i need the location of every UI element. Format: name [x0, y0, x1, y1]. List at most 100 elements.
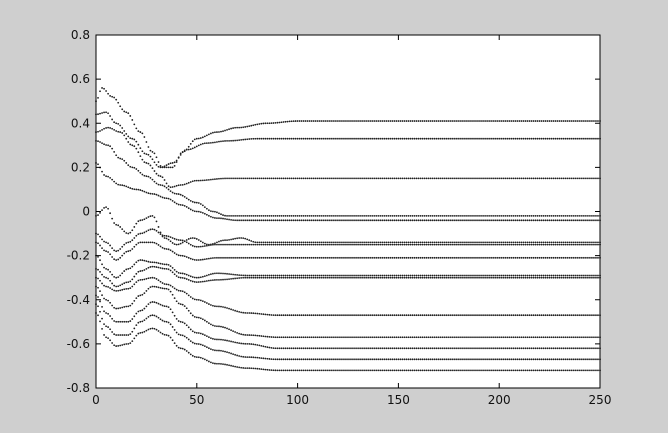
data-point [558, 177, 561, 180]
data-point [591, 219, 593, 222]
data-point [264, 276, 267, 279]
data-point [306, 276, 309, 279]
data-point [224, 243, 226, 246]
data-point [490, 120, 493, 122]
data-point [294, 241, 297, 244]
data-point [191, 140, 194, 143]
data-point [560, 369, 563, 372]
data-point [389, 137, 392, 140]
data-point [407, 241, 410, 244]
data-point [435, 358, 438, 361]
data-point [572, 347, 575, 350]
data-point [508, 120, 511, 122]
data-point [353, 177, 355, 180]
data-point [494, 137, 497, 140]
data-point [252, 343, 255, 346]
data-point [318, 137, 321, 140]
data-point [403, 215, 406, 217]
data-point [417, 241, 420, 244]
data-point [589, 137, 591, 140]
data-point [468, 241, 470, 244]
data-point [401, 314, 404, 317]
data-point [449, 120, 452, 122]
data-point [595, 369, 597, 372]
data-point [435, 243, 438, 246]
data-point [502, 177, 505, 180]
data-point [163, 305, 166, 308]
data-point [226, 177, 228, 180]
data-point [280, 369, 283, 372]
data-point [375, 336, 378, 339]
data-point [163, 263, 166, 266]
data-point [439, 219, 442, 222]
data-point [387, 219, 390, 222]
data-point [300, 336, 303, 339]
data-point [397, 256, 400, 259]
data-point [181, 204, 184, 207]
data-point [500, 215, 503, 217]
data-point [431, 256, 434, 259]
data-point [252, 177, 255, 180]
data-point [576, 274, 579, 277]
data-point [151, 178, 154, 181]
data-point [210, 273, 212, 276]
data-point [242, 311, 245, 314]
data-point [389, 276, 392, 279]
data-point [435, 314, 438, 317]
data-point [578, 369, 581, 372]
data-point [429, 137, 432, 140]
data-point [582, 276, 585, 279]
data-point [415, 369, 418, 372]
data-point [212, 362, 214, 364]
data-point [101, 170, 103, 173]
data-point [484, 369, 486, 372]
data-point [522, 137, 525, 140]
data-point [165, 248, 168, 250]
data-point [234, 353, 237, 356]
data-point [552, 219, 555, 222]
data-point [111, 282, 114, 285]
data-point [254, 367, 257, 370]
data-point [399, 336, 402, 339]
data-point [419, 219, 422, 222]
data-point [197, 281, 200, 283]
data-point [445, 256, 448, 259]
data-point [411, 347, 414, 350]
data-point [516, 177, 519, 180]
data-point [280, 215, 283, 217]
data-point [256, 276, 259, 279]
data-point [264, 357, 267, 360]
data-point [425, 274, 428, 277]
data-point [544, 358, 547, 361]
data-point [234, 331, 237, 333]
data-point [468, 314, 470, 317]
data-point [421, 274, 424, 277]
data-point [298, 241, 301, 244]
data-point [443, 219, 446, 222]
data-point [224, 214, 226, 217]
data-point [425, 243, 428, 246]
data-point [578, 219, 581, 222]
data-point [397, 215, 400, 217]
data-point [385, 120, 388, 122]
data-point [506, 243, 509, 246]
data-point [538, 369, 541, 372]
data-point [550, 215, 553, 217]
data-point [183, 204, 186, 207]
data-point [500, 120, 503, 122]
data-point [280, 243, 283, 246]
data-point [322, 276, 325, 279]
data-point [304, 347, 307, 350]
data-point [310, 177, 313, 180]
data-point [139, 171, 142, 174]
data-point [212, 131, 214, 134]
data-point [199, 211, 202, 214]
data-point [155, 315, 158, 318]
data-point [353, 137, 355, 140]
data-point [399, 219, 402, 222]
data-point [111, 273, 114, 276]
data-point [179, 276, 182, 279]
data-point [468, 369, 470, 372]
data-point [238, 274, 241, 277]
data-point [244, 276, 247, 279]
